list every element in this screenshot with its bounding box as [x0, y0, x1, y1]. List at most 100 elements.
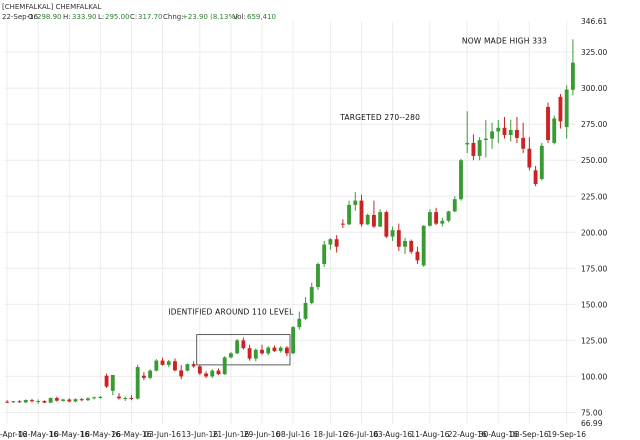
candle [54, 396, 59, 402]
y-tick-label: 300.00 [581, 84, 607, 93]
candle [61, 398, 65, 402]
candle [266, 346, 271, 356]
candle-body [409, 240, 414, 252]
candle [403, 238, 407, 254]
candle [427, 209, 432, 227]
candle-body [403, 240, 407, 247]
x-tick-label: 22-Aug-16 [448, 430, 487, 439]
candle [17, 400, 22, 403]
candle-body [104, 375, 109, 387]
candle [558, 93, 563, 129]
candle [297, 311, 302, 330]
y-tick-label: 200.00 [581, 228, 607, 237]
candle-body [340, 223, 345, 225]
candle [508, 119, 513, 142]
annotation-label: IDENTIFIED AROUND 110 LEVEL [168, 307, 294, 316]
candle [42, 400, 47, 404]
candle [185, 363, 190, 372]
x-tick-label: 18-May-16 [80, 430, 120, 439]
high-label: H: [63, 13, 71, 21]
candle-body [48, 398, 53, 403]
highlight-box [196, 334, 291, 366]
candle [73, 398, 78, 403]
candle-body [229, 353, 233, 358]
annotation-label: TARGETED 270--280 [339, 113, 420, 122]
candle [241, 337, 246, 350]
candle-body [36, 401, 41, 403]
x-tick-label: 19-Sep-16 [547, 430, 586, 439]
candle-body [23, 400, 28, 403]
candle [515, 117, 519, 143]
candle [521, 122, 526, 154]
candle-body [278, 347, 283, 352]
candle-body [427, 212, 432, 226]
candle [160, 357, 165, 366]
candle-body [204, 373, 208, 377]
candle-body [260, 349, 264, 354]
candle-body [191, 364, 196, 367]
candle-body [378, 212, 383, 227]
candle [79, 398, 84, 402]
x-tick-label: 03-Jun-16 [144, 430, 181, 439]
candle-body [92, 397, 97, 399]
candle-body [11, 401, 16, 403]
candle [465, 111, 470, 154]
y-min-label: 66.99 [581, 419, 603, 428]
candle-body [483, 138, 488, 141]
candle [490, 122, 494, 149]
y-tick-label: 75.00 [581, 408, 603, 417]
candle-body [235, 340, 240, 354]
close-value: 317.70 [138, 13, 163, 21]
candle-body [247, 348, 252, 359]
candle-body [54, 398, 59, 401]
candle [322, 240, 327, 267]
candle [48, 397, 53, 404]
candle [452, 196, 457, 213]
candle-body [359, 200, 364, 225]
candle [347, 200, 351, 226]
candle-body [533, 170, 538, 185]
candle-body [210, 370, 215, 377]
candle-body [197, 366, 202, 374]
x-tick-label: 02-May-16 [18, 430, 58, 439]
candle [179, 364, 184, 380]
candle-body [222, 357, 227, 375]
candle [409, 239, 414, 254]
candle [496, 119, 501, 143]
volume-value: 659,410 [247, 13, 276, 21]
candles [5, 39, 575, 404]
candle-body [328, 239, 333, 245]
candle [222, 356, 227, 375]
candle-body [546, 106, 550, 141]
candle [334, 235, 339, 253]
candle [173, 358, 177, 372]
high-value: 333.90 [72, 13, 97, 21]
x-tick-label: 11-Aug-16 [410, 430, 449, 439]
candle [291, 325, 296, 355]
candle-body [570, 62, 575, 90]
candle [123, 396, 128, 401]
candle [197, 364, 202, 375]
candle-body [390, 230, 395, 237]
y-tick-label: 225.00 [581, 192, 607, 201]
candle-body [316, 264, 320, 288]
candle [471, 134, 476, 161]
candle-body [42, 401, 47, 403]
x-tick-label: -Apr-16 [0, 430, 28, 439]
candle-body [135, 367, 140, 399]
candle [30, 398, 34, 403]
candle [434, 207, 439, 226]
candle-body [79, 399, 84, 401]
candle-body [508, 129, 513, 136]
volume-label: Vol: [233, 13, 246, 21]
candle-body [465, 142, 470, 145]
candle [570, 39, 575, 96]
chart-header: [CHEMFALKAL] CHEMFALKAL 22-Sep-16 O: 298… [2, 3, 276, 21]
y-tick-label: 250.00 [581, 156, 607, 165]
candle-body [5, 401, 10, 403]
candle [284, 346, 289, 357]
candle-body [284, 347, 289, 354]
y-tick-label: 325.00 [581, 48, 607, 57]
candle [154, 359, 159, 372]
candle [5, 400, 10, 404]
